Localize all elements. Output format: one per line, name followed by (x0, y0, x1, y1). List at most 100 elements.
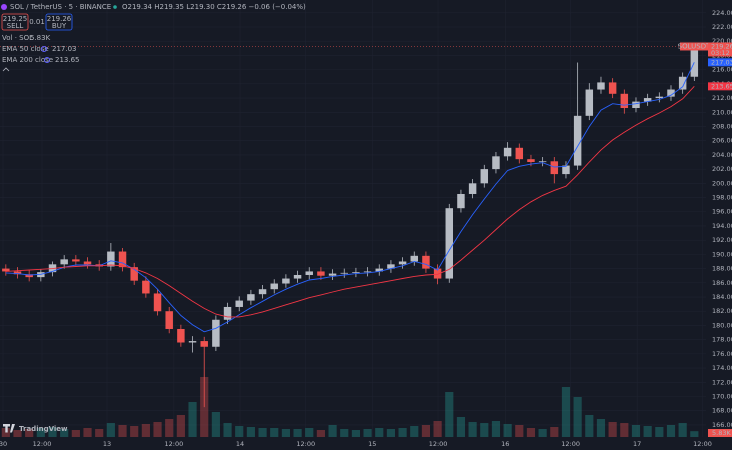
y-tick-label: 180.00 (712, 321, 732, 329)
volume-bar (188, 402, 197, 437)
y-tick-label: 208.00 (712, 122, 732, 130)
candle-body (550, 161, 559, 175)
candle-body (678, 76, 687, 90)
volume-bar (561, 387, 571, 437)
logo-text: TradingView (19, 425, 68, 433)
candle-body (25, 274, 33, 278)
collapse-icon[interactable] (2, 67, 10, 72)
candle-body (667, 89, 675, 97)
volume-bar (421, 425, 431, 437)
y-tick-label: 182.00 (712, 307, 732, 315)
y-tick-label: 224.00 (712, 9, 732, 17)
candle-body (445, 208, 454, 279)
y-tick-label: 212.00 (712, 94, 732, 102)
volume-bar (655, 427, 664, 437)
volume-bar (620, 423, 629, 437)
volume-bar (270, 428, 279, 437)
volume-bar (386, 429, 396, 437)
legend: SOL / TetherUS · 5 · BINANCE O219.34 H21… (1, 3, 306, 72)
candle-body (538, 161, 547, 163)
volume-bar (176, 415, 185, 437)
sell-button[interactable] (1, 13, 29, 31)
candle-body (585, 89, 594, 116)
h-label: H (154, 3, 159, 11)
candle-body (60, 259, 68, 265)
volume-bar (71, 430, 80, 437)
volume-bar (491, 421, 501, 437)
candle-body (153, 293, 162, 312)
candle-body (247, 294, 255, 301)
volume-bar (433, 421, 442, 437)
volume-bar (235, 426, 244, 437)
candle-body (305, 271, 313, 275)
volume-tag-bg (708, 429, 732, 437)
volume-bar (363, 429, 372, 437)
time-axis: 30 12:00 13 12:00 14 12:00 15 12:00 16 12:00 17 12:… (0, 437, 732, 450)
candle-body (503, 147, 512, 157)
candle-body (387, 264, 395, 269)
volume-legend-value: 5.83K (30, 34, 51, 42)
volume-bar (340, 429, 349, 437)
y-tick-label: 170.00 (712, 392, 732, 400)
y-tick-label: 200.00 (712, 179, 732, 187)
last-price-tag: 219.26 (711, 42, 732, 50)
y-tick-label: 168.00 (712, 407, 732, 415)
ema200-legend-value: 213.65 (55, 56, 80, 64)
candle-body (422, 255, 430, 269)
y-tick-label: 204.00 (712, 151, 732, 159)
candle-body (118, 251, 127, 268)
candle-body (410, 255, 418, 262)
volume-bar (690, 431, 699, 437)
ema-tag: 213.65 (711, 82, 732, 90)
volume-bar (445, 392, 454, 437)
candle-body (643, 98, 652, 102)
candle-body (690, 46, 699, 77)
ema-tag-bg (708, 82, 732, 91)
volume-bar (351, 430, 361, 437)
ema50-legend: EMA 50 close (2, 45, 49, 53)
candle-body (597, 82, 605, 90)
c-value: 219.26 (222, 3, 247, 11)
ema200-legend: EMA 200 close (2, 56, 53, 64)
candle-body (258, 289, 267, 295)
volume-bar (48, 427, 57, 437)
candle-body (270, 283, 278, 290)
volume-bar (36, 428, 45, 437)
candle-body (480, 169, 489, 184)
volume-bar (83, 428, 92, 437)
candle-body (142, 280, 150, 294)
logo-mark (2, 424, 15, 433)
y-tick-label: 192.00 (712, 236, 732, 244)
candle-body (235, 300, 243, 307)
time-axis-bg (0, 437, 732, 450)
volume-bar (678, 423, 687, 437)
volume-bar (410, 426, 419, 437)
candle-body (608, 82, 617, 94)
y-tick-label: 166.00 (712, 421, 732, 429)
volume-bar (538, 429, 547, 437)
status-dot (113, 5, 117, 9)
volume-bar (130, 426, 139, 437)
candle-body (515, 147, 524, 160)
candle-body (375, 268, 383, 272)
candle-body (632, 101, 640, 109)
candle-body (492, 156, 500, 170)
candle-body (398, 261, 407, 265)
ema-tag-bg (708, 58, 732, 67)
volume-bar (246, 427, 255, 437)
volume-bar (585, 415, 594, 437)
volume-bar (503, 424, 512, 437)
l-label: L (186, 3, 190, 11)
ohlc: O219.34 H219.35 L219.30 C219.26 −0.06 (−… (122, 3, 306, 11)
buy-button[interactable] (45, 13, 73, 31)
x-tick-label: 14 (236, 440, 244, 448)
spread: 0.01 (29, 18, 45, 26)
candle-body (363, 271, 372, 273)
volume-bar (60, 429, 69, 437)
volume-bar (515, 425, 524, 437)
symbol[interactable]: SOL / TetherUS · 5 · BINANCE (10, 3, 111, 11)
y-tick-label: 202.00 (712, 165, 732, 173)
y-tick-label: 172.00 (712, 378, 732, 386)
candle-body (527, 159, 535, 163)
